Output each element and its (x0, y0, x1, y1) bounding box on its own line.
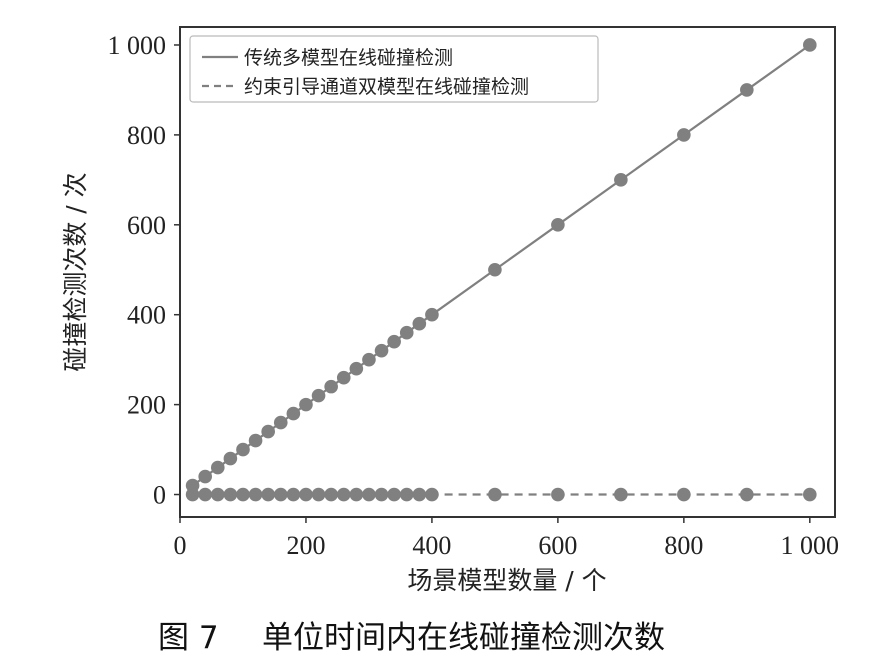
series-2-point (803, 487, 817, 502)
series-1-point (614, 173, 628, 187)
series-2-point (349, 487, 364, 502)
legend-label-series-2: 约束引导通道双模型在线碰撞检测 (244, 76, 529, 98)
y-tick-label: 800 (127, 121, 166, 150)
series-2-point (273, 487, 288, 502)
series-2-point (198, 487, 212, 502)
series-1-point (324, 379, 338, 394)
series-1-point (425, 307, 439, 322)
caption-title: 单位时间内在线碰撞检测次数 (262, 620, 665, 656)
series-1-point (223, 451, 238, 466)
series-1-point (236, 442, 250, 457)
series-2-point (740, 487, 754, 502)
x-tick-label: 800 (664, 531, 703, 560)
y-tick-label: 200 (127, 391, 166, 420)
series-1-point (374, 343, 389, 358)
series-1-point (336, 370, 351, 385)
y-tick-label: 600 (127, 211, 166, 240)
series-1-point (299, 397, 313, 412)
legend-label-series-1: 传统多模型在线碰撞检测 (244, 47, 453, 69)
series-2-point (677, 487, 691, 502)
series-1-point (261, 424, 275, 439)
series-1-point (311, 388, 326, 403)
series-1-point (677, 128, 691, 142)
series-2-point (551, 487, 565, 502)
series-1-point (362, 352, 376, 367)
y-tick-label: 1 000 (108, 31, 167, 60)
x-axis-title: 场景模型数量 / 个 (407, 566, 606, 595)
x-tick-label: 0 (174, 531, 187, 560)
series-2-point (324, 487, 338, 502)
x-tick-label: 600 (538, 531, 577, 560)
series-1-point (412, 316, 427, 331)
series-2-point (236, 487, 250, 502)
series-2-point (374, 487, 389, 502)
series-2-point (399, 487, 414, 502)
y-tick-label: 400 (127, 301, 166, 330)
series-2-point (286, 487, 301, 502)
y-axis-ticks: 0 200 400 600 800 1 000 (108, 31, 180, 510)
series-1-point (286, 406, 301, 421)
x-tick-label: 1 000 (781, 531, 840, 560)
series-2-point (223, 487, 238, 502)
x-axis-ticks: 0 200 400 600 800 1 000 (174, 517, 840, 560)
legend-box (189, 35, 599, 103)
x-tick-label: 200 (286, 531, 325, 560)
series-1-point (387, 334, 401, 349)
legend: 传统多模型在线碰撞检测 约束引导通道双模型在线碰撞检测 (189, 35, 599, 103)
series-2-point (248, 487, 263, 502)
series-2-point (311, 487, 326, 502)
series-2-point (412, 487, 427, 502)
series-2-point (362, 487, 376, 502)
series-1-point (210, 460, 225, 475)
series-1-point (740, 83, 754, 97)
plot-frame (179, 26, 836, 518)
y-tick-label: 0 (153, 481, 166, 510)
series-2-point (185, 487, 200, 502)
figure-caption: 图 7 单位时间内在线碰撞检测次数 (158, 620, 665, 656)
series-2-point (488, 487, 502, 502)
series-2-point (336, 487, 351, 502)
series-2-point (210, 487, 225, 502)
series-1-point (399, 325, 414, 340)
series-layer (185, 38, 817, 502)
series-2-point (614, 487, 628, 502)
series-1-point (198, 469, 212, 484)
series-1-point (551, 217, 565, 232)
series-2-point (261, 487, 275, 502)
caption-figure-number: 图 7 (158, 620, 219, 656)
series-1-point (248, 433, 263, 448)
series-2-point (299, 487, 313, 502)
series-1-point (349, 361, 364, 376)
y-axis-title: 碰撞检测次数 / 次 (61, 172, 90, 371)
series-1-point (273, 415, 288, 430)
x-tick-label: 400 (412, 531, 451, 560)
series-1-point (803, 38, 817, 52)
series-2-point (387, 487, 401, 502)
series-2-point (425, 487, 439, 502)
series-1-point (488, 262, 502, 277)
